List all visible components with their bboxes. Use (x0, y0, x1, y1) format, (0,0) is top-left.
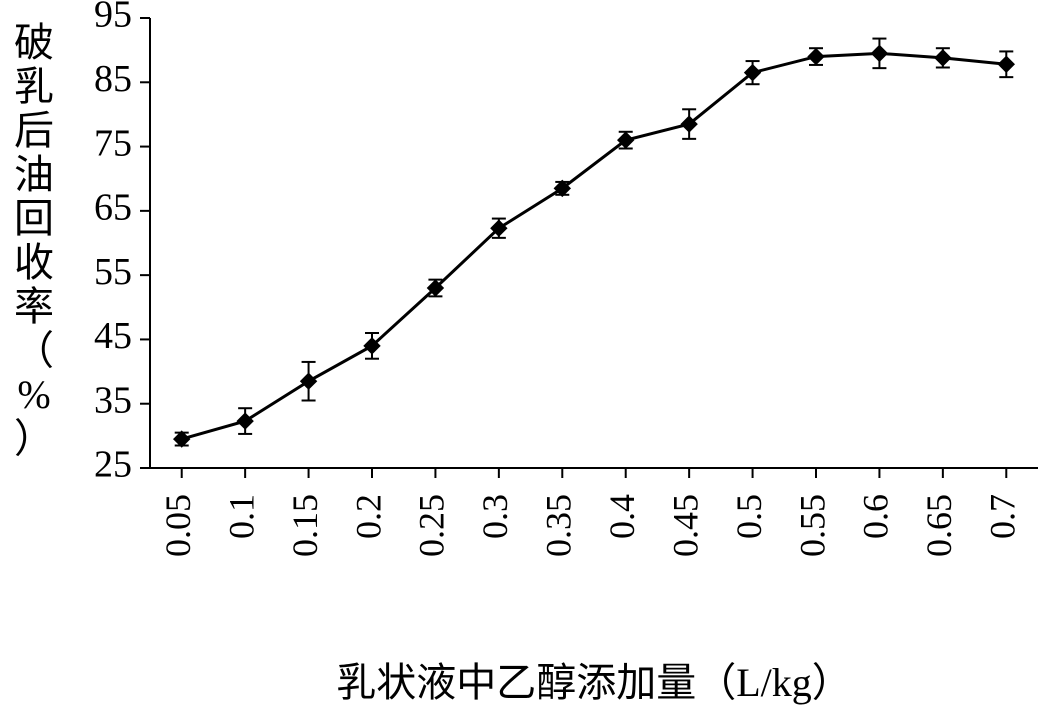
data-marker (871, 45, 887, 61)
y-axis-title-char: ） (14, 416, 54, 461)
y-axis-title-char: % (17, 372, 50, 417)
data-marker (808, 49, 824, 65)
y-axis-title-char: 油 (14, 152, 54, 197)
y-axis-title-char: 后 (14, 108, 54, 153)
x-tick-label: 0.45 (665, 494, 705, 557)
error-bars (175, 39, 1014, 446)
x-tick-label: 0.25 (412, 494, 452, 557)
y-tick-label: 35 (94, 379, 132, 421)
x-tick-label: 0.55 (792, 494, 832, 557)
y-tick-label: 45 (94, 315, 132, 357)
y-tick-label: 55 (94, 251, 132, 293)
chart-container: 25 35 45 55 65 75 85 95 0.05 0.1 0.15 0.2 0.25 0.3 0.3… (0, 0, 1058, 722)
y-tick-label: 95 (94, 0, 132, 36)
x-tick-label: 0.4 (602, 494, 642, 539)
y-axis-title: 破乳后油回收率（%） (14, 20, 54, 461)
data-marker (237, 413, 253, 429)
x-tick-label: 0.35 (539, 494, 579, 557)
y-axis-title-char: （ (14, 328, 54, 373)
x-tick-label: 0.1 (221, 494, 261, 539)
y-tick-label: 75 (94, 122, 132, 164)
x-tick-label: 0.2 (348, 494, 388, 539)
y-axis-title-char: 乳 (14, 64, 54, 109)
y-tick-label: 65 (94, 187, 132, 229)
y-tick-label: 85 (94, 58, 132, 100)
x-axis-title: 乳状液中乙醇添加量（L/kg） (336, 660, 852, 705)
data-marker (998, 56, 1014, 72)
x-tick-label: 0.7 (983, 494, 1023, 539)
y-tick-label: 25 (94, 444, 132, 486)
y-axis-title-char: 破 (14, 20, 54, 65)
x-tick-label: 0.65 (919, 494, 959, 557)
chart-svg: 25 35 45 55 65 75 85 95 0.05 0.1 0.15 0.2 0.25 0.3 0.3… (0, 0, 1058, 722)
y-axis-title-char: 回 (14, 196, 54, 241)
y-axis-title-char: 收 (14, 240, 54, 285)
x-tick-label: 0.05 (158, 494, 198, 557)
x-tick-label: 0.15 (285, 494, 325, 557)
data-marker (935, 50, 951, 66)
axes: 25 35 45 55 65 75 85 95 0.05 0.1 0.15 0.2 0.25 0.3 0.3… (94, 0, 1038, 557)
x-tick-label: 0.6 (856, 494, 896, 539)
data-marker (301, 373, 317, 389)
y-axis-title-char: 率 (14, 284, 54, 329)
x-tick-label: 0.5 (729, 494, 769, 539)
x-tick-label: 0.3 (475, 494, 515, 539)
